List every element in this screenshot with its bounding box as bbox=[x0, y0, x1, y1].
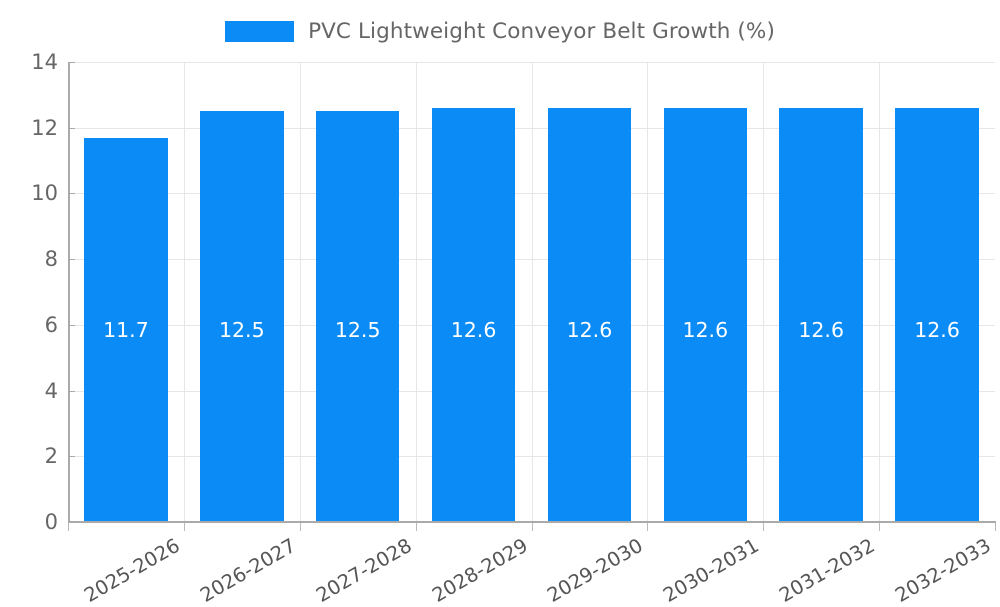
y-axis-tick-mark bbox=[68, 324, 75, 326]
x-axis-tick-label: 2031-2032 bbox=[775, 533, 879, 607]
x-axis-tick-mark bbox=[300, 523, 301, 531]
x-axis-tick-mark bbox=[647, 523, 648, 531]
x-axis-tick-mark bbox=[68, 523, 69, 531]
x-axis-tick-mark bbox=[763, 523, 764, 531]
y-axis-tick-mark bbox=[68, 127, 75, 129]
y-axis-line bbox=[68, 62, 70, 523]
y-axis-tick-label: 0 bbox=[44, 510, 58, 534]
gridline-horizontal bbox=[68, 127, 995, 129]
y-axis-tick-label: 4 bbox=[44, 378, 58, 403]
bar-value-label: 12.5 bbox=[218, 318, 265, 343]
y-axis-tick-mark bbox=[68, 390, 75, 392]
gridline-horizontal bbox=[68, 193, 995, 195]
x-axis-tick-mark bbox=[416, 523, 417, 531]
y-axis-tick-label: 8 bbox=[44, 247, 58, 272]
bar-value-label: 12.6 bbox=[682, 318, 729, 343]
y-axis-tick-label: 14 bbox=[31, 50, 58, 74]
bar[interactable]: 12.5 bbox=[200, 111, 284, 522]
x-axis-tick-mark bbox=[532, 523, 533, 531]
gridline-horizontal bbox=[68, 324, 995, 326]
y-axis-tick-mark bbox=[68, 456, 75, 458]
gridline-vertical bbox=[647, 62, 648, 522]
y-axis-tick-label: 6 bbox=[44, 312, 58, 337]
legend-label-series-1: PVC Lightweight Conveyor Belt Growth (%) bbox=[308, 18, 775, 44]
gridline-vertical bbox=[184, 62, 185, 522]
x-axis-tick-label: 2026-2027 bbox=[196, 533, 300, 607]
x-axis-tick-label: 2025-2026 bbox=[80, 533, 184, 607]
bar-value-label: 12.6 bbox=[798, 318, 844, 343]
y-axis-tick-labels: 0 2 4 6 8 10 12 14 bbox=[0, 50, 58, 534]
x-axis-tick-label: 2029-2030 bbox=[543, 533, 648, 607]
plot-area: 11.7 12.5 12.5 12.6 12.6 12.6 12.6 12.6 bbox=[68, 62, 995, 523]
y-axis-tick-label: 2 bbox=[44, 444, 58, 469]
bar-value-label: 12.6 bbox=[914, 318, 960, 343]
gridline-vertical bbox=[879, 62, 880, 522]
gridline-vertical bbox=[416, 62, 417, 522]
gridline-vertical bbox=[300, 62, 301, 522]
y-axis-tick-mark bbox=[68, 259, 75, 261]
x-axis-line bbox=[68, 521, 996, 523]
bar[interactable]: 12.6 bbox=[663, 108, 748, 522]
bar-value-label: 12.6 bbox=[450, 318, 497, 343]
x-axis-tick-label: 2030-2031 bbox=[659, 533, 764, 607]
bar[interactable]: 12.6 bbox=[895, 108, 979, 522]
y-axis-tick-label: 12 bbox=[31, 115, 58, 140]
y-axis-tick-mark bbox=[68, 522, 75, 523]
x-axis-tick-mark bbox=[879, 523, 880, 531]
bar[interactable]: 12.6 bbox=[431, 108, 516, 522]
y-axis-tick-mark bbox=[68, 62, 75, 63]
x-axis-tick-label: 2027-2028 bbox=[311, 533, 416, 607]
x-axis-tick-mark bbox=[184, 523, 185, 531]
gridline-horizontal bbox=[68, 390, 995, 392]
bar-value-label: 12.5 bbox=[334, 318, 381, 343]
gridline-horizontal bbox=[68, 259, 995, 261]
bar[interactable]: 12.6 bbox=[547, 108, 632, 522]
gridline-horizontal bbox=[68, 456, 995, 458]
gridline-vertical bbox=[763, 62, 764, 522]
bar-value-label: 11.7 bbox=[103, 318, 149, 343]
x-axis-tick-label: 2028-2029 bbox=[427, 533, 532, 607]
bar[interactable]: 12.6 bbox=[779, 108, 863, 522]
bar[interactable]: 12.5 bbox=[315, 111, 400, 522]
x-axis-tick-mark bbox=[995, 523, 996, 531]
legend-swatch-series-1[interactable] bbox=[225, 20, 295, 42]
y-axis-tick-label: 10 bbox=[31, 181, 58, 206]
gridline-vertical bbox=[532, 62, 533, 522]
chart-legend: PVC Lightweight Conveyor Belt Growth (%) bbox=[0, 14, 1000, 48]
bar-value-label: 12.6 bbox=[566, 318, 613, 343]
bar[interactable]: 11.7 bbox=[84, 137, 168, 522]
y-axis-tick-mark bbox=[68, 193, 75, 195]
x-axis-tick-label: 2032-2033 bbox=[891, 533, 995, 607]
gridline-horizontal bbox=[68, 62, 995, 63]
